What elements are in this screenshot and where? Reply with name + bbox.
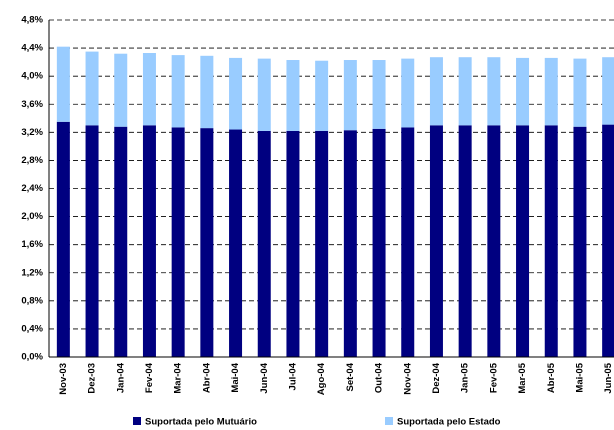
bar-segment [487, 125, 501, 357]
bar-segment [171, 55, 185, 128]
bar-segment [458, 57, 472, 126]
bar-segment [544, 125, 558, 357]
bar-segment [544, 57, 558, 126]
bar-segment [286, 130, 300, 357]
y-tick-label: 2,8% [21, 155, 43, 166]
bar-segment [429, 125, 443, 357]
bar-segment [56, 46, 70, 122]
bar-segment [85, 51, 99, 126]
bar-segment [142, 52, 156, 126]
bar-segment [171, 127, 185, 357]
bar-segment [516, 125, 530, 357]
x-tick-label: Dez-03 [87, 363, 98, 394]
bar-segment [343, 130, 357, 357]
y-tick-label: 1,6% [21, 239, 43, 250]
y-tick-label: 2,0% [21, 211, 43, 222]
y-tick-label: 0,8% [21, 295, 43, 306]
legend-swatch [385, 417, 393, 425]
x-tick-label: Jan-05 [460, 362, 471, 393]
bar-segment [487, 57, 501, 126]
x-tick-label: Dez-04 [431, 362, 442, 393]
y-tick-label: 4,4% [21, 43, 43, 54]
x-tick-label: Mar-05 [517, 362, 528, 393]
bar-segment [114, 126, 128, 357]
legend-label: Suportada pelo Estado [397, 417, 501, 428]
bar-segment [401, 58, 415, 128]
bar-segment [200, 128, 214, 357]
x-tick-label: Fev-04 [144, 362, 155, 393]
x-tick-label: Mai-05 [574, 362, 585, 392]
x-tick-label: Jun-05 [603, 362, 614, 393]
x-tick-label: Fev-05 [488, 362, 499, 393]
bar-segment [372, 128, 386, 357]
bar-segment [114, 53, 128, 127]
x-tick-label: Nov-03 [58, 363, 69, 395]
y-tick-label: 0,0% [21, 352, 43, 363]
bar-segment [229, 129, 243, 357]
x-tick-label: Mai-04 [230, 362, 241, 392]
bar-segment [516, 57, 530, 126]
bar-segment [315, 60, 329, 131]
y-tick-label: 1,2% [21, 267, 43, 278]
x-tick-label: Abr-04 [201, 362, 212, 393]
legend-swatch [133, 417, 141, 425]
bar-segment [56, 121, 70, 357]
x-tick-label: Jun-04 [259, 362, 270, 393]
bar-segment [257, 130, 271, 357]
y-tick-label: 3,6% [21, 99, 43, 110]
bar-segment [429, 57, 443, 126]
bar-segment [229, 57, 243, 130]
bar-segment [257, 58, 271, 131]
bar-segment [85, 125, 99, 357]
x-tick-label: Ago-04 [316, 362, 327, 395]
legend-label: Suportada pelo Mutuário [145, 417, 257, 428]
y-tick-label: 4,0% [21, 71, 43, 82]
y-tick-label: 3,2% [21, 127, 43, 138]
bar-segment [343, 60, 357, 131]
bar-segment [573, 58, 587, 127]
bar-segment [573, 126, 587, 357]
bar-segment [372, 60, 386, 129]
y-tick-label: 0,4% [21, 323, 43, 334]
y-tick-label: 2,4% [21, 183, 43, 194]
bar-segment [602, 57, 614, 125]
bar-segment [315, 130, 329, 357]
x-tick-label: Nov-04 [402, 362, 413, 394]
bar-segment [142, 125, 156, 357]
bar-segment [401, 127, 415, 357]
x-tick-label: Jan-04 [115, 362, 126, 393]
x-tick-label: Abr-05 [546, 362, 557, 393]
x-tick-label: Out-04 [374, 362, 385, 393]
bar-segment [200, 55, 214, 129]
bar-segment [286, 60, 300, 131]
y-tick-label: 4,8% [21, 15, 43, 26]
x-tick-label: Mar-04 [173, 362, 184, 393]
bar-segment [458, 125, 472, 357]
x-tick-label: Set-04 [345, 362, 356, 391]
bar-segment [602, 124, 614, 358]
x-tick-label: Jul-04 [287, 362, 298, 390]
